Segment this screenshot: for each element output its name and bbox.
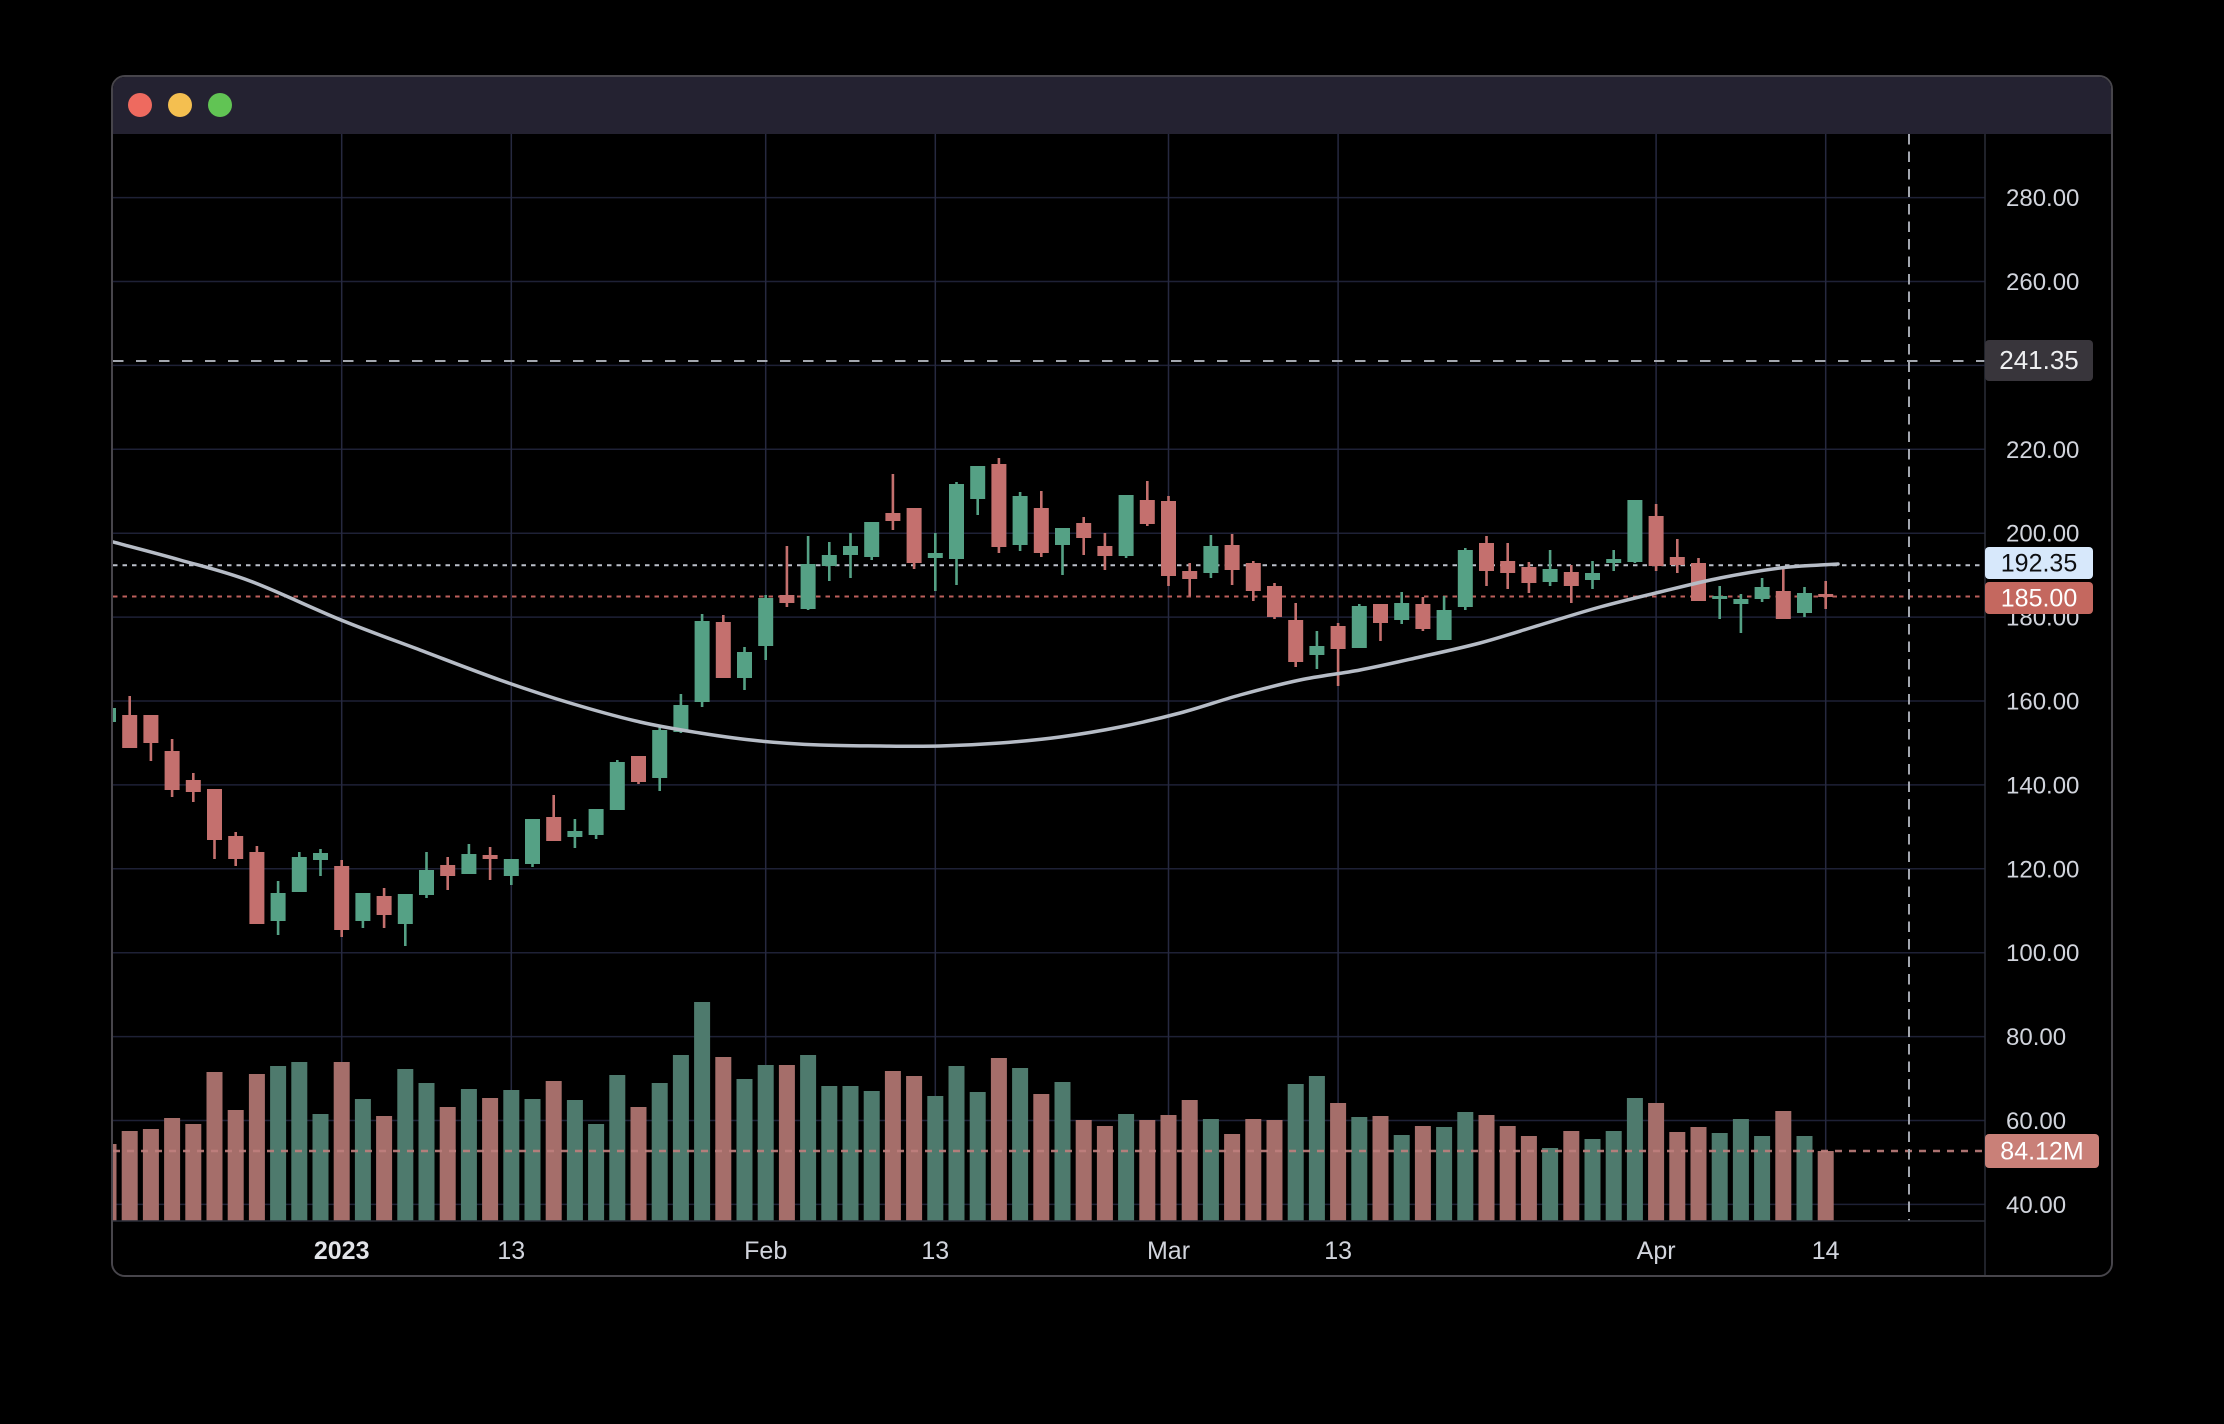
svg-text:241.35: 241.35 — [1999, 345, 2079, 375]
svg-text:13: 13 — [1324, 1237, 1352, 1265]
svg-text:13: 13 — [921, 1237, 949, 1265]
svg-text:260.00: 260.00 — [2006, 269, 2079, 296]
svg-text:Mar: Mar — [1147, 1237, 1190, 1265]
svg-text:120.00: 120.00 — [2006, 856, 2079, 883]
svg-text:140.00: 140.00 — [2006, 772, 2079, 799]
svg-text:100.00: 100.00 — [2006, 940, 2079, 967]
svg-text:13: 13 — [497, 1237, 525, 1265]
svg-text:14: 14 — [1812, 1237, 1840, 1265]
svg-text:60.00: 60.00 — [2006, 1108, 2066, 1135]
svg-text:192.35: 192.35 — [2001, 550, 2077, 578]
svg-text:Feb: Feb — [744, 1237, 787, 1265]
svg-text:160.00: 160.00 — [2006, 689, 2079, 716]
svg-text:220.00: 220.00 — [2006, 437, 2079, 464]
svg-text:Apr: Apr — [1637, 1237, 1676, 1265]
svg-text:185.00: 185.00 — [2001, 585, 2077, 613]
svg-text:84.12M: 84.12M — [2000, 1138, 2083, 1166]
svg-text:2023: 2023 — [314, 1237, 370, 1265]
svg-text:200.00: 200.00 — [2006, 521, 2079, 548]
svg-text:280.00: 280.00 — [2006, 185, 2079, 212]
svg-text:40.00: 40.00 — [2006, 1192, 2066, 1219]
svg-text:80.00: 80.00 — [2006, 1024, 2066, 1051]
